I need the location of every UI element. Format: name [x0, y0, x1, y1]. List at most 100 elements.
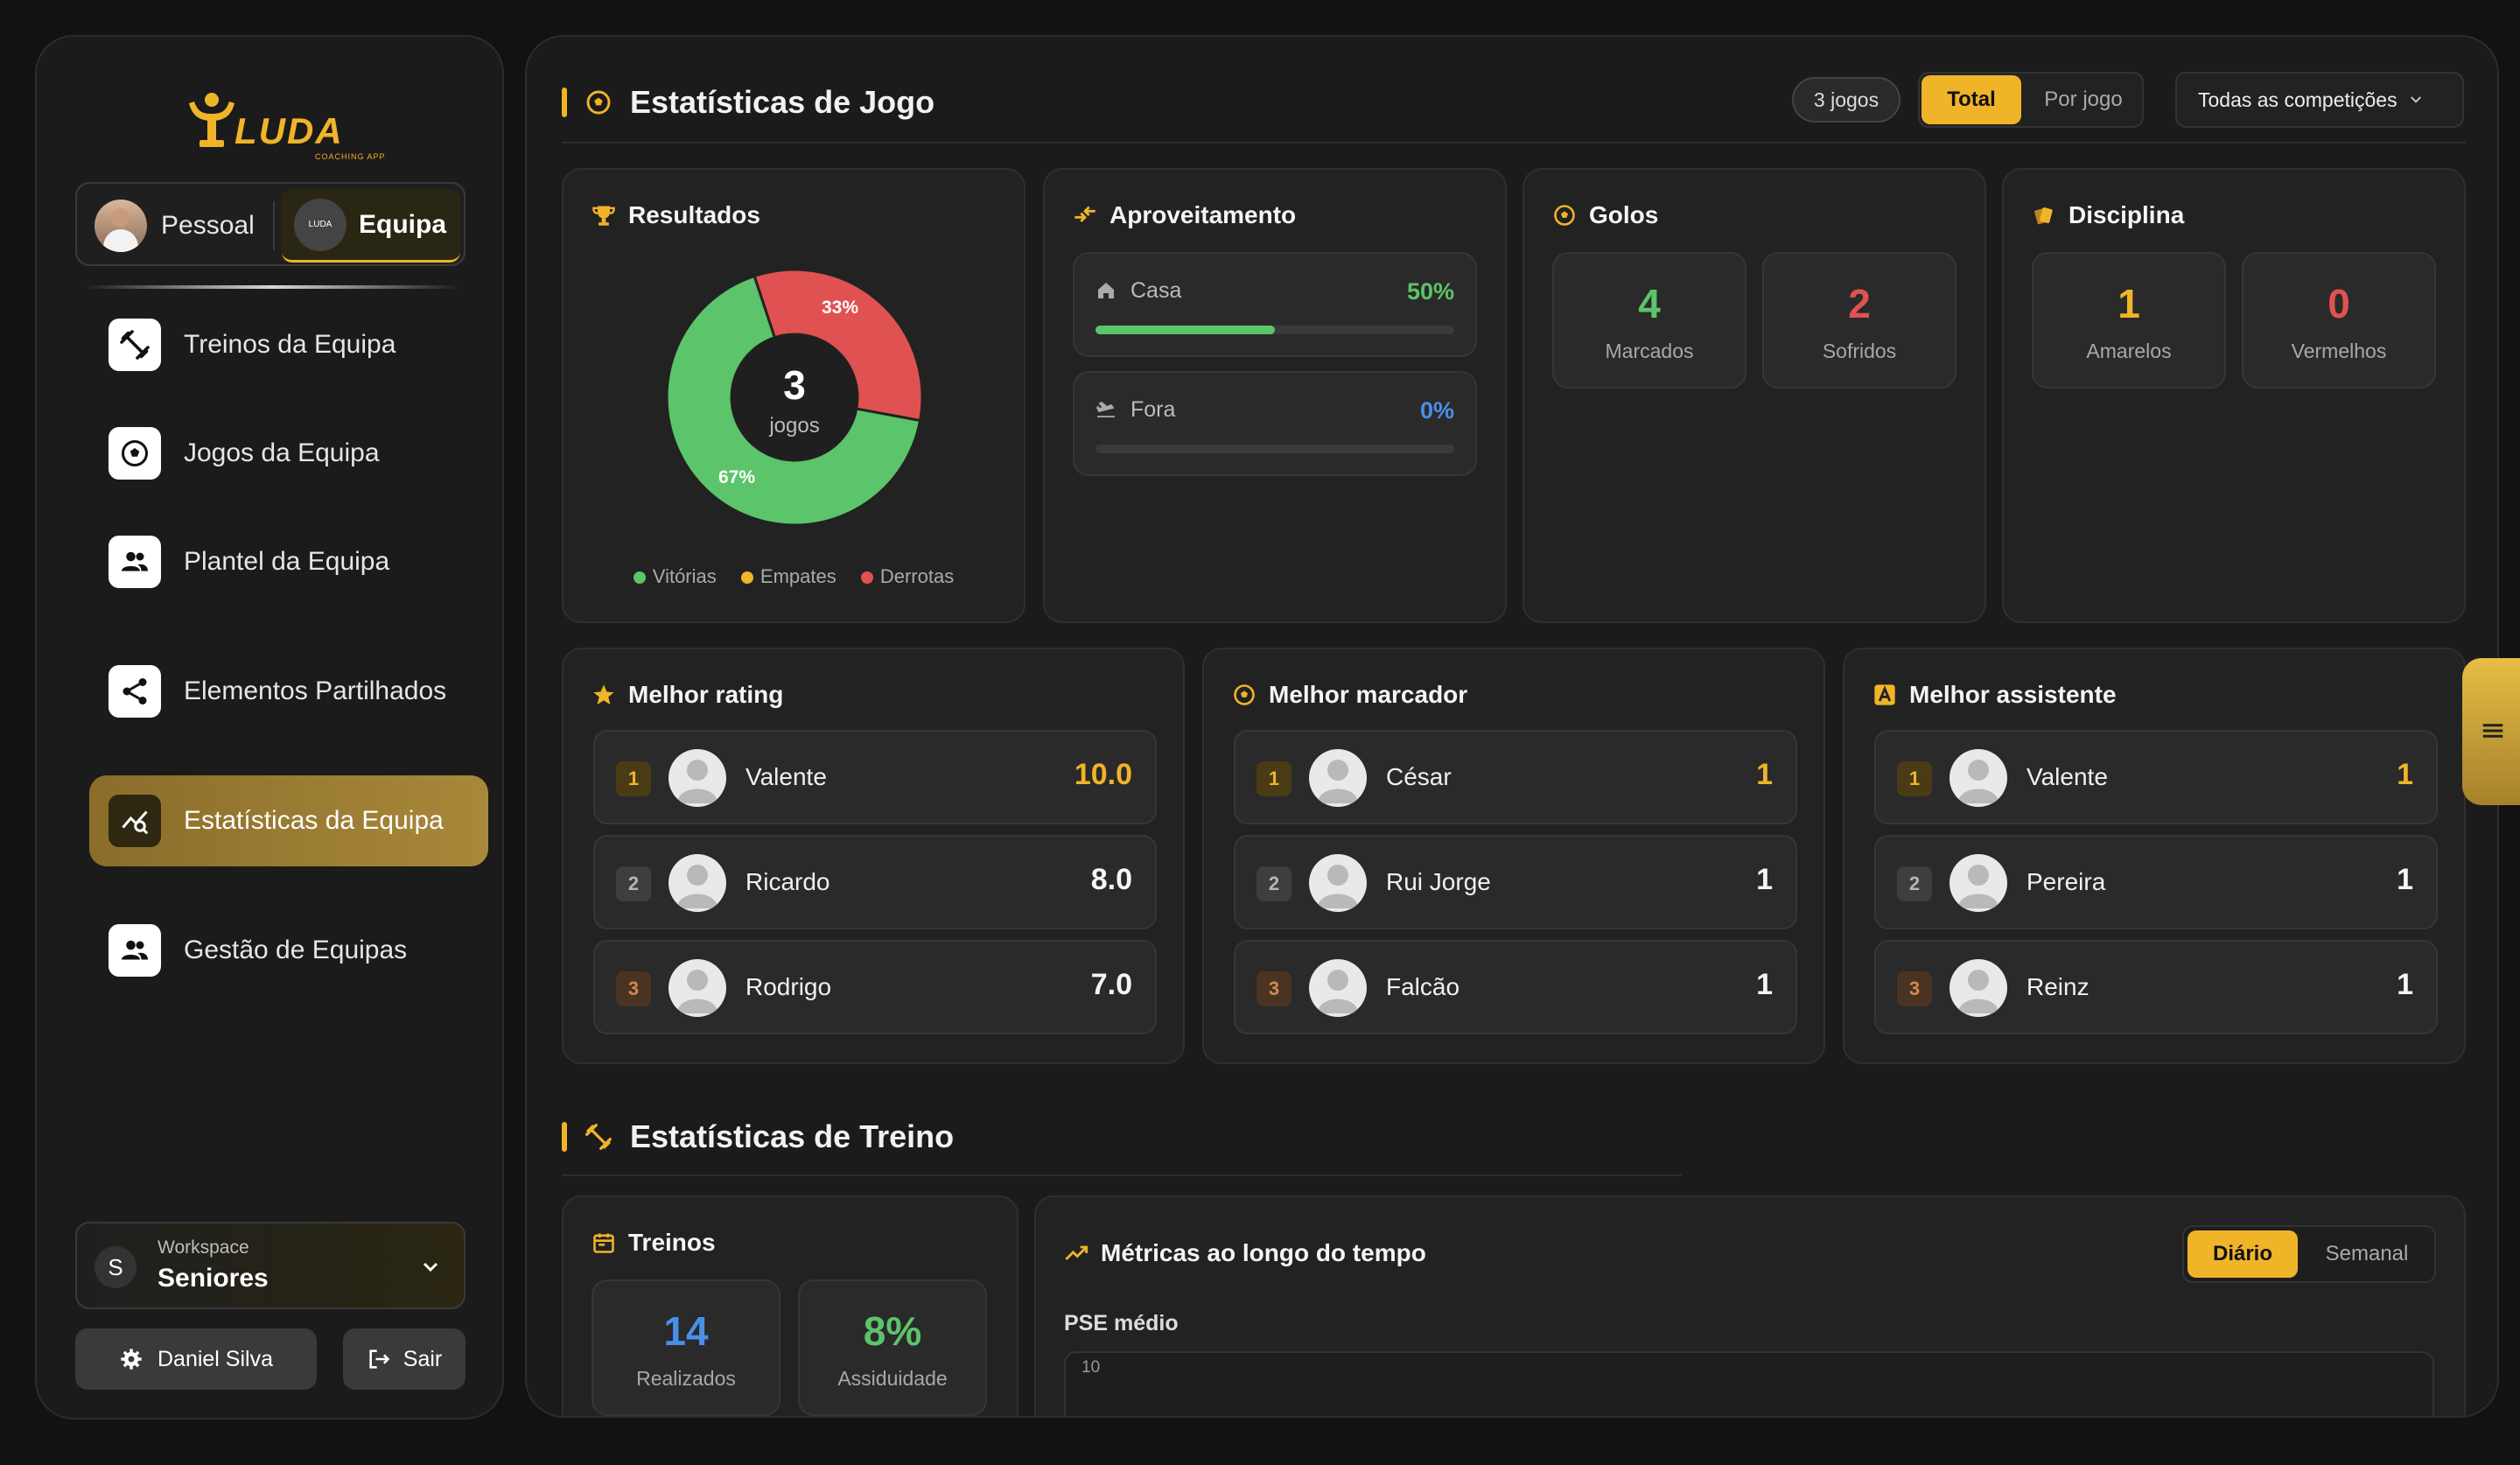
sessions-done-value: 14 [663, 1308, 709, 1354]
rank-badge: 3 [1897, 971, 1932, 1006]
switch-personal-label: Pessoal [161, 211, 255, 240]
sessions-attendance: 8% Assiduidade [798, 1279, 987, 1416]
efficiency-home-value: 50% [1406, 278, 1454, 305]
list-item[interactable]: 3 Rodrigo 7.0 [593, 940, 1157, 1034]
best-rating-title: Melhor rating [592, 681, 783, 709]
trend-icon [1065, 1245, 1088, 1260]
best-rating-title-text: Melhor rating [628, 681, 784, 708]
star-icon [593, 684, 614, 705]
period-toggle: Diário Semanal [2182, 1225, 2436, 1283]
side-panel-handle[interactable] [2462, 658, 2520, 805]
list-item[interactable]: 2 Rui Jorge 1 [1234, 835, 1797, 929]
logout-icon [369, 1349, 390, 1369]
sidebar-item-estatisticas[interactable]: Estatísticas da Equipa [89, 775, 488, 866]
goals-title: Golos [1552, 201, 1658, 229]
legend-item-empates: Empates [740, 565, 836, 587]
best-assist-title-text: Melhor assistente [1909, 681, 2117, 708]
competition-select[interactable]: Todas as competições [2175, 72, 2464, 128]
view-toggle: Total Por jogo [1918, 72, 2144, 128]
people-icon [108, 924, 161, 977]
sidebar-item-treinos[interactable]: Treinos da Equipa [89, 299, 488, 390]
sidebar-item-label: Plantel da Equipa [184, 547, 390, 576]
results-title: Resultados [592, 201, 760, 229]
goals-scored: 4 Marcados [1552, 252, 1746, 389]
sidebar-item-gestao[interactable]: Gestão de Equipas [89, 905, 488, 996]
goals-scored-label: Marcados [1605, 340, 1694, 362]
player-name: Rodrigo [746, 973, 832, 1000]
team-logo-icon: LUDA [294, 198, 346, 251]
brand-tagline: COACHING APP [315, 152, 386, 161]
results-donut-chart: 3 jogos 67% 33% [665, 268, 924, 527]
sidebar-item-partilhados[interactable]: Elementos Partilhados [89, 646, 488, 737]
goals-conceded-value: 2 [1848, 281, 1871, 326]
list-item[interactable]: 2 Pereira 1 [1874, 835, 2438, 929]
toggle-per-game[interactable]: Por jogo [2044, 88, 2123, 111]
user-settings-button[interactable]: Daniel Silva [75, 1328, 317, 1390]
player-value: 1 [1756, 968, 1773, 1001]
swap-arrows-icon [1074, 206, 1096, 222]
list-item[interactable]: 1 César 1 [1234, 730, 1797, 824]
best-scorer-title: Melhor marcador [1232, 681, 1467, 709]
logout-button[interactable]: Sair [343, 1328, 466, 1390]
discipline-card: Disciplina 1 Amarelos 0 Vermelhos [2002, 168, 2466, 623]
main-panel: Estatísticas de Jogo 3 jogos Total Por j… [525, 35, 2499, 1418]
avatar [1950, 854, 2007, 912]
list-item[interactable]: 3 Reinz 1 [1874, 940, 2438, 1034]
workspace-selector[interactable]: S Workspace Seniores [75, 1222, 466, 1309]
toggle-weekly[interactable]: Semanal [2325, 1242, 2409, 1265]
menu-icon [2482, 724, 2503, 738]
switch-team[interactable]: LUDA Equipa [282, 189, 460, 263]
player-value: 1 [2397, 968, 2413, 1001]
rank-badge: 2 [1897, 866, 1932, 901]
efficiency-home-bar-fill [1096, 326, 1275, 334]
player-value: 1 [2397, 863, 2413, 896]
player-name: Valente [746, 763, 827, 790]
legend-label: Derrotas [879, 565, 955, 587]
calendar-icon [593, 1233, 614, 1253]
sidebar-item-jogos[interactable]: Jogos da Equipa [89, 408, 488, 499]
soccer-ball-icon [1234, 684, 1255, 705]
rank-badge: 2 [616, 866, 651, 901]
rank-badge: 1 [1897, 761, 1932, 796]
player-value: 7.0 [1090, 968, 1132, 1001]
list-item[interactable]: 2 Ricardo 8.0 [593, 835, 1157, 929]
list-item[interactable]: 1 Valente 10.0 [593, 730, 1157, 824]
metrics-title: Métricas ao longo do tempo [1064, 1239, 1426, 1267]
sessions-card: Treinos 14 Realizados 8% Assiduidade [562, 1195, 1018, 1416]
dumbbell-icon [108, 319, 161, 371]
avatar [1950, 959, 2007, 1017]
discipline-title-text: Disciplina [2068, 201, 2185, 228]
rank-badge: 3 [1256, 971, 1292, 1006]
toggle-total[interactable]: Total [1922, 75, 2021, 124]
efficiency-title-text: Aproveitamento [1110, 201, 1297, 228]
donut-slice-label-derrotas: 33% [822, 298, 858, 318]
list-item[interactable]: 1 Valente 1 [1874, 730, 2438, 824]
legend-item-derrotas: Derrotas [860, 565, 955, 587]
toggle-daily[interactable]: Diário [2188, 1230, 2298, 1278]
best-rating-card: Melhor rating 1 Valente 10.0 2 Ricardo 8… [562, 648, 1185, 1064]
metrics-card: Métricas ao longo do tempo Diário Semana… [1034, 1195, 2466, 1416]
sidebar-item-label: Estatísticas da Equipa [184, 806, 444, 835]
red-cards-label: Vermelhos [2291, 340, 2387, 362]
workspace-name: Seniores [158, 1264, 269, 1293]
switch-team-label: Equipa [359, 209, 447, 239]
donut-hole [732, 334, 858, 460]
player-name: Valente [2026, 763, 2108, 790]
donut-center-value: 3 [783, 362, 806, 408]
games-count-badge: 3 jogos [1792, 77, 1900, 123]
switch-personal[interactable]: Pessoal [94, 198, 255, 254]
avatar [1309, 854, 1367, 912]
people-icon [108, 536, 161, 588]
best-scorer-title-text: Melhor marcador [1269, 681, 1468, 708]
efficiency-away-value: 0% [1419, 397, 1454, 424]
list-item[interactable]: 3 Falcão 1 [1234, 940, 1797, 1034]
sidebar-item-plantel[interactable]: Plantel da Equipa [89, 516, 488, 607]
divider [84, 285, 460, 289]
sidebar-item-label: Elementos Partilhados [184, 676, 447, 705]
best-scorer-card: Melhor marcador 1 César 1 2 Rui Jorge 1 … [1202, 648, 1825, 1064]
avatar [94, 200, 147, 252]
efficiency-home-label: Casa [1130, 278, 1182, 303]
section-game-stats: Estatísticas de Jogo [562, 84, 934, 121]
header-divider [562, 142, 2466, 144]
player-value: 1 [1756, 863, 1773, 896]
